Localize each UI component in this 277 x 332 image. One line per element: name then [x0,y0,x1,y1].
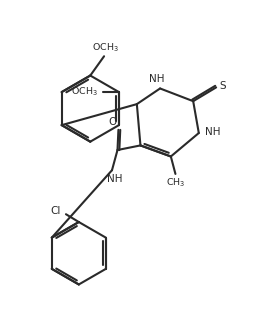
Text: OCH$_3$: OCH$_3$ [93,42,119,54]
Text: NH: NH [149,74,164,84]
Text: NH: NH [205,127,221,137]
Text: S: S [219,81,226,91]
Text: NH: NH [107,174,122,184]
Text: Cl: Cl [50,206,60,216]
Text: OCH$_3$: OCH$_3$ [71,86,98,98]
Text: CH$_3$: CH$_3$ [166,177,185,189]
Text: O: O [109,117,117,127]
